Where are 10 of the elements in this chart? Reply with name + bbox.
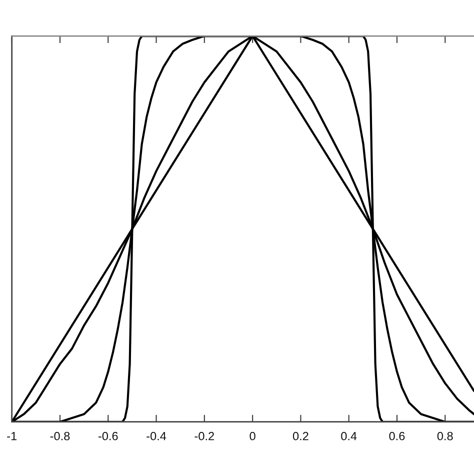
x-tick-label: -0.8 xyxy=(50,432,70,440)
x-tick-label: -1 xyxy=(7,432,17,440)
x-tick-label: -0.2 xyxy=(194,432,214,440)
x-tick-label: 0.8 xyxy=(437,432,453,440)
x-tick-label: 0.6 xyxy=(389,432,405,440)
x-tick-label: 0.4 xyxy=(341,432,357,440)
x-tick-label: 0.2 xyxy=(292,432,308,440)
x-tick-label: -0.4 xyxy=(146,432,166,440)
x-tick-label: -0.6 xyxy=(98,432,118,440)
x-tick-label: 0 xyxy=(250,432,256,440)
